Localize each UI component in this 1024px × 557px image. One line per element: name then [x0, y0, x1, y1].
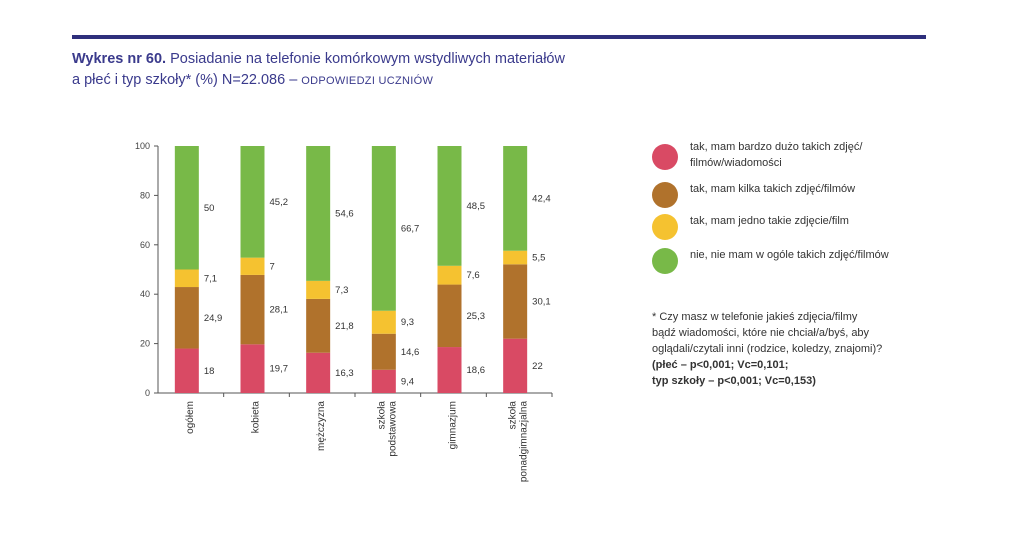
title-text-1: Posiadanie na telefonie komórkowym wstyd…	[170, 51, 565, 67]
legend-label-very-many-l2: filmów/wiadomości	[690, 157, 782, 169]
bar-ogolem-series-3	[174, 269, 199, 288]
bar-mezczyzna-series-1	[306, 352, 331, 393]
y-tick-label-80: 80	[140, 190, 150, 200]
bar-szkola-podstawowa-series-1	[371, 369, 396, 393]
data-label-gimnazjum-series-1: 18,6	[467, 365, 486, 376]
data-label-szkola-ponadgimnazjalna-series-3: 5,5	[532, 253, 545, 264]
category-label-szkola-ponadgimnazjalna-word-2: ponadgimnazjalna	[519, 401, 530, 483]
category-label-gimnazjum-word-1: gimnazjum	[448, 401, 459, 449]
legend-label-very-many: tak, mam bardzo dużo takich zdjęć/ filmó…	[690, 139, 940, 171]
legend-dot-red	[652, 144, 678, 170]
legend-dot-green	[652, 248, 678, 274]
category-label-gimnazjum: gimnazjum	[448, 401, 459, 449]
data-label-szkola-ponadgimnazjalna-series-1: 22	[532, 361, 543, 372]
category-label-szkola-podstawowa-word-2: podstawowa	[387, 401, 398, 457]
bar-kobieta-series-3	[240, 257, 265, 275]
legend-label-one: tak, mam jedno takie zdjęcie/film	[690, 215, 849, 227]
footnote: * Czy masz w telefonie jakieś zdjęcia/fi…	[652, 309, 942, 389]
bar-szkola-podstawowa-series-3	[371, 310, 396, 334]
legend-item-one: tak, mam jedno takie zdjęcie/film	[652, 210, 942, 244]
bar-kobieta-series-2	[240, 274, 265, 345]
data-label-szkola-ponadgimnazjalna-series-2: 30,1	[532, 296, 551, 307]
category-label-ogolem: ogółem	[185, 401, 196, 434]
bar-ogolem-series-4	[174, 146, 199, 270]
y-tick-label-60: 60	[140, 240, 150, 250]
bar-ogolem-series-2	[174, 287, 199, 349]
data-label-gimnazjum-series-3: 7,6	[467, 270, 480, 281]
footnote-line-4: (płeć – p<0,001; Vc=0,101;	[652, 359, 789, 371]
data-label-szkola-podstawowa-series-4: 66,7	[401, 223, 420, 234]
category-label-mezczyzna-word-1: mężczyzna	[316, 401, 327, 451]
bar-szkola-ponadgimnazjalna-series-3	[503, 250, 528, 265]
bar-mezczyzna-series-2	[306, 298, 331, 353]
bar-szkola-ponadgimnazjalna-series-4	[503, 146, 528, 251]
category-label-ogolem-word-1: ogółem	[185, 401, 196, 434]
bar-ogolem-series-1	[174, 348, 199, 393]
bar-gimnazjum-series-2	[437, 284, 462, 348]
y-tick-label-40: 40	[140, 289, 150, 299]
bar-mezczyzna-series-4	[306, 146, 331, 281]
legend-dot-yellow	[652, 214, 678, 240]
data-label-ogolem-series-4: 50	[204, 203, 215, 214]
legend-label-none: nie, nie mam w ogóle takich zdjęć/filmów	[690, 249, 889, 261]
legend-label-few: tak, mam kilka takich zdjęć/filmów	[690, 183, 856, 195]
category-label-szkola-ponadgimnazjalna-word-1: szkoła	[508, 401, 519, 430]
legend-item-none: nie, nie mam w ogóle takich zdjęć/filmów	[652, 244, 942, 278]
legend-label-very-many-l1: tak, mam bardzo dużo takich zdjęć/	[690, 141, 863, 153]
legend-dot-brown	[652, 182, 678, 208]
legend-item-few: tak, mam kilka takich zdjęć/filmów	[652, 178, 942, 212]
bar-kobieta-series-1	[240, 344, 265, 393]
title-line-2: a płeć i typ szkoły* (%) N=22.086 – ODPO…	[72, 70, 772, 92]
bar-mezczyzna-series-3	[306, 280, 331, 299]
data-label-mezczyzna-series-4: 54,6	[335, 208, 354, 219]
y-tick-label-100: 100	[135, 141, 150, 151]
data-label-mezczyzna-series-3: 7,3	[335, 285, 348, 296]
data-label-szkola-podstawowa-series-3: 9,3	[401, 317, 414, 328]
title-text-2: a płeć i typ szkoły* (%) N=22.086 –	[72, 72, 298, 88]
data-label-szkola-ponadgimnazjalna-series-4: 42,4	[532, 193, 551, 204]
title-number: Wykres nr 60.	[72, 51, 167, 67]
category-label-kobieta: kobieta	[251, 401, 262, 434]
category-label-szkola-podstawowa: szkołapodstawowa	[376, 401, 398, 457]
data-label-kobieta-series-4: 45,2	[270, 197, 289, 208]
bar-szkola-podstawowa-series-4	[371, 146, 396, 311]
data-label-szkola-podstawowa-series-1: 9,4	[401, 376, 414, 387]
data-label-kobieta-series-3: 7	[270, 261, 275, 272]
bar-szkola-ponadgimnazjalna-series-1	[503, 338, 528, 393]
data-label-ogolem-series-1: 18	[204, 366, 215, 377]
stacked-bar-chart: 0 20 40 60 80 100 18 24,9 7,1 50 ogółem 19,7 28,1 7 45…	[135, 141, 553, 483]
data-label-kobieta-series-2: 28,1	[270, 305, 289, 316]
footnote-line-2: bądź wiadomości, które nie chciał/a/byś,…	[652, 327, 870, 339]
category-label-mezczyzna: mężczyzna	[316, 401, 327, 451]
footnote-line-1: * Czy masz w telefonie jakieś zdjęcia/fi…	[652, 311, 858, 323]
data-label-gimnazjum-series-2: 25,3	[467, 311, 486, 322]
bar-gimnazjum-series-4	[437, 146, 462, 266]
footnote-line-5: typ szkoły – p<0,001; Vc=0,153)	[652, 375, 816, 387]
data-label-mezczyzna-series-1: 16,3	[335, 368, 354, 379]
data-label-mezczyzna-series-2: 21,8	[335, 321, 354, 332]
data-label-gimnazjum-series-4: 48,5	[467, 201, 486, 212]
y-tick-label-20: 20	[140, 339, 150, 349]
data-label-szkola-podstawowa-series-2: 14,6	[401, 347, 420, 358]
category-label-kobieta-word-1: kobieta	[251, 401, 262, 434]
bar-szkola-podstawowa-series-2	[371, 333, 396, 370]
title-line-1: Wykres nr 60. Posiadanie na telefonie ko…	[72, 49, 772, 70]
data-label-ogolem-series-2: 24,9	[204, 313, 223, 324]
y-tick-label-0: 0	[145, 388, 150, 398]
data-label-kobieta-series-1: 19,7	[270, 364, 289, 375]
category-label-szkola-ponadgimnazjalna: szkołaponadgimnazjalna	[508, 401, 530, 483]
bar-gimnazjum-series-1	[437, 347, 462, 393]
footnote-line-3: oglądali/czytali inni (rodzice, koledzy,…	[652, 343, 883, 355]
bar-szkola-ponadgimnazjalna-series-2	[503, 264, 528, 339]
legend-item-very-many: tak, mam bardzo dużo takich zdjęć/ filmó…	[652, 140, 942, 174]
bar-kobieta-series-4	[240, 146, 265, 258]
data-label-ogolem-series-3: 7,1	[204, 273, 217, 284]
title-caps: ODPOWIEDZI UCZNIÓW	[301, 75, 434, 87]
chart-title: Wykres nr 60. Posiadanie na telefonie ko…	[72, 49, 772, 92]
bar-gimnazjum-series-3	[437, 265, 462, 285]
category-label-szkola-podstawowa-word-1: szkoła	[376, 401, 387, 430]
top-rule	[72, 35, 926, 39]
